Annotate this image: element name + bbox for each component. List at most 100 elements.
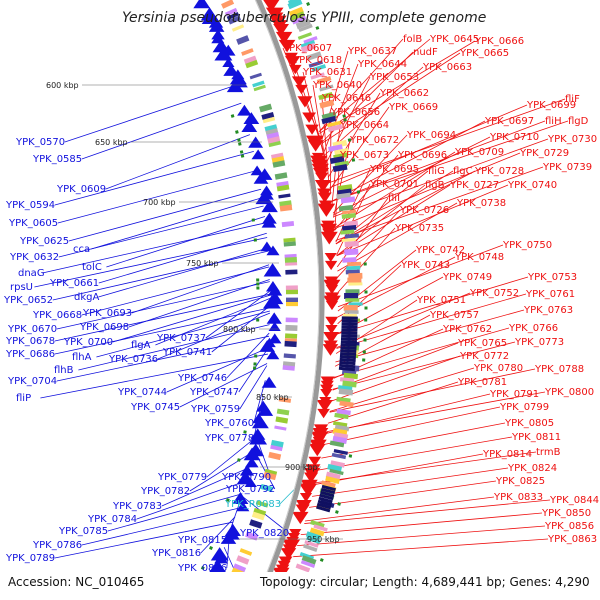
forward-leader-line <box>300 512 543 535</box>
forward-leader-line <box>337 202 458 272</box>
forward-leader-line <box>293 538 549 558</box>
feature-block-inner <box>260 483 274 493</box>
dense-feature-block <box>316 502 332 510</box>
forward-gene-label: flgD <box>568 116 589 127</box>
forward-gene-label: YPK_0672 <box>349 135 399 146</box>
forward-gene-label: YPK_0814 <box>482 449 532 460</box>
kbp-tick-label: 650 kbp <box>95 138 128 147</box>
forward-leader-line <box>335 168 371 243</box>
forward-gene-label: YPK_0750 <box>502 240 552 251</box>
dense-feature-block <box>340 346 357 350</box>
forward-gene-arrow <box>289 64 302 75</box>
reverse-leader-line <box>56 281 270 330</box>
forward-leader-line <box>332 341 516 390</box>
forward-gene-label: YPK_0699 <box>526 100 576 111</box>
feature-block-outer <box>341 209 357 215</box>
forward-gene-label: fliI <box>388 193 400 204</box>
gc-dot <box>335 510 339 514</box>
forward-gene-label: YPK_0863 <box>547 534 597 545</box>
feature-block-outer <box>311 64 327 72</box>
feature-block-inner <box>226 11 240 21</box>
gc-dot <box>237 138 241 142</box>
reverse-gene-label: YPK_0747 <box>189 387 239 398</box>
reverse-leader-line <box>54 521 234 559</box>
forward-gene-label: YPK_0780 <box>473 363 523 374</box>
reverse-gene-arrow <box>267 284 283 296</box>
forward-gene-arrow <box>320 388 333 399</box>
forward-leader-line <box>321 52 461 144</box>
forward-gene-label: YPK_0742 <box>415 245 465 256</box>
feature-block-outer <box>331 452 347 460</box>
reverse-gene-label: flhA <box>72 352 92 363</box>
feature-block-outer <box>341 213 356 219</box>
reverse-gene-arrow <box>243 447 261 461</box>
feature-block-outer <box>303 36 318 44</box>
forward-gene-label: YPK_0856 <box>544 521 594 532</box>
forward-gene-label: YPK_0637 <box>347 46 397 57</box>
feature-block-inner <box>282 361 296 367</box>
reverse-gene-arrow <box>241 120 258 132</box>
reverse-leader-line <box>189 451 254 492</box>
feature-block-inner <box>263 471 277 481</box>
forward-gene-arrow <box>325 316 339 327</box>
feature-block-inner <box>285 317 298 323</box>
feature-block-outer <box>295 563 311 573</box>
feature-block-outer <box>287 0 303 5</box>
gc-dot <box>356 190 361 194</box>
feature-block-outer <box>327 463 343 473</box>
reverse-leader-line <box>91 197 263 250</box>
dense-feature-block <box>318 496 333 504</box>
feature-block-inner <box>231 24 245 32</box>
reverse-gene-arrow <box>261 376 277 388</box>
kbp-tick-label: 900 kbp <box>285 463 318 472</box>
forward-gene-label: YPK_0749 <box>442 272 492 283</box>
forward-leader-line <box>334 152 521 229</box>
reverse-leader-line <box>106 216 266 268</box>
feature-block-outer <box>342 224 357 232</box>
gc-dot <box>343 118 347 122</box>
forward-gene-label: YPK_0824 <box>507 463 557 474</box>
reverse-gene-label: YPK_0625 <box>19 236 69 247</box>
forward-gene-arrow <box>295 84 308 95</box>
forward-gene-arrow <box>285 56 301 68</box>
reverse-gene-label: YPK_0778 <box>204 433 254 444</box>
feature-block-outer <box>295 18 311 30</box>
reverse-gene-label: YPK_0790 <box>221 472 271 483</box>
forward-gene-label: YPK_0757 <box>429 310 479 321</box>
feature-block-inner <box>270 444 283 452</box>
gc-dot <box>351 158 356 162</box>
forward-leader-line <box>324 406 501 445</box>
forward-gene-label: folB <box>403 34 422 45</box>
forward-leader-line <box>304 499 551 524</box>
dense-feature-block <box>321 484 336 492</box>
feature-block-inner <box>228 15 242 25</box>
feature-block-outer <box>297 32 313 40</box>
forward-gene-label: YPK_0644 <box>357 59 407 70</box>
reverse-leader-line <box>81 102 242 160</box>
reverse-gene-label: YPK_0759 <box>190 404 240 415</box>
feature-block-outer <box>329 155 345 164</box>
reverse-gene-arrow <box>263 263 282 277</box>
reverse-gene-label: rpsU <box>10 282 33 293</box>
reverse-leader-line <box>68 188 262 242</box>
reverse-gene-label: dnaG <box>18 268 45 279</box>
feature-block-inner <box>283 353 296 359</box>
forward-gene-label: YPK_0753 <box>527 272 577 283</box>
forward-gene-arrow <box>315 172 329 183</box>
reverse-leader-line <box>54 293 271 342</box>
forward-gene-label: YPK_0709 <box>454 147 504 158</box>
feature-block-outer <box>344 233 360 239</box>
forward-gene-label: YPK_0666 <box>474 36 524 47</box>
gc-dot <box>364 290 368 294</box>
gc-dot <box>337 502 341 506</box>
feature-block-inner <box>274 172 288 180</box>
forward-gene-arrow <box>325 300 339 311</box>
feature-block-outer <box>340 196 356 204</box>
feature-block-outer <box>319 84 334 92</box>
forward-gene-arrow <box>275 31 293 45</box>
reverse-gene-label: YPK_0779 <box>157 472 207 483</box>
dense-feature-block <box>341 319 358 323</box>
forward-gene-label: YPK_0791 <box>489 389 539 400</box>
feature-block-outer <box>339 400 354 408</box>
